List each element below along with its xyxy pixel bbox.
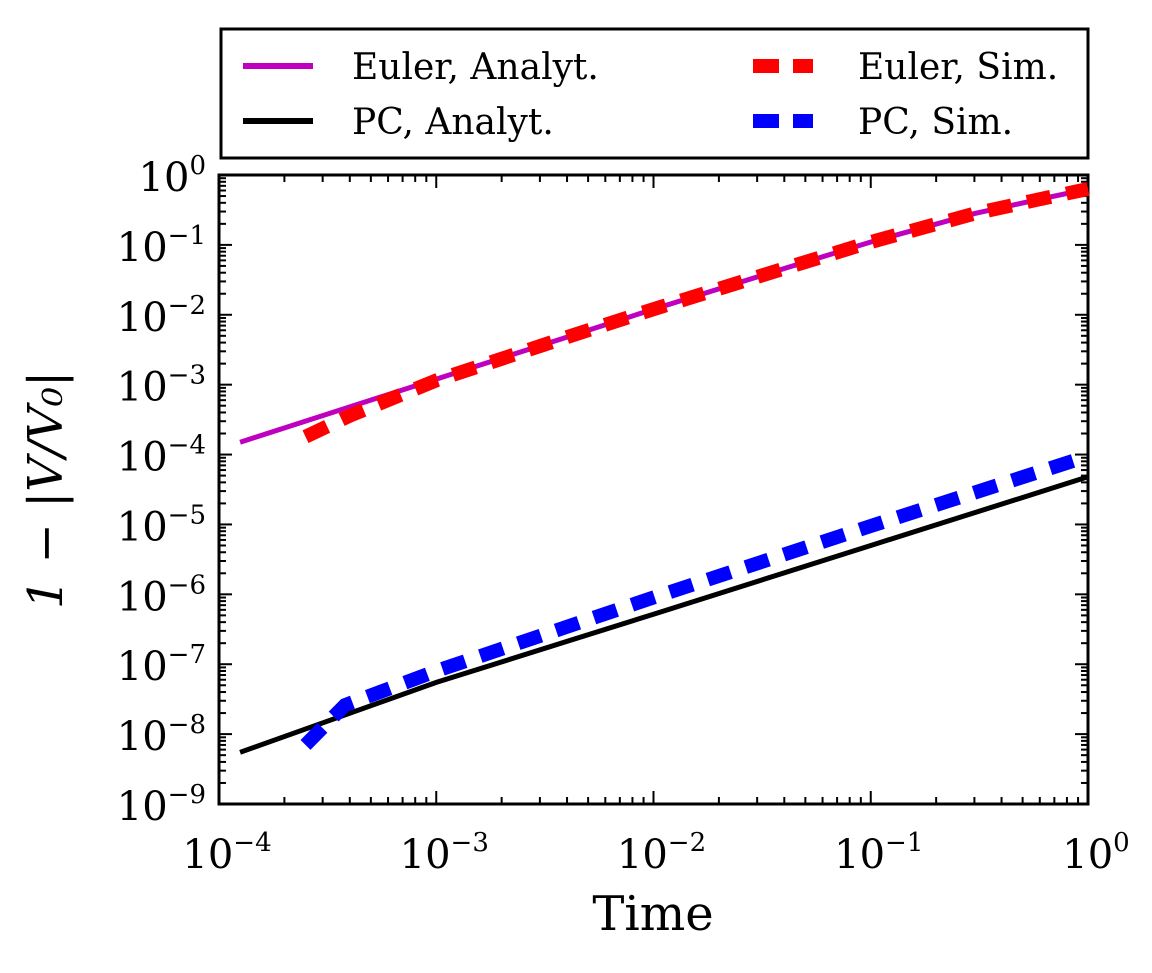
y-tick-label: 10−7 [117,640,206,690]
legend-label-euler-sim: Euler, Sim. [858,47,1058,88]
y-tick-label: 10−1 [117,221,206,271]
y-tick-label: 10−6 [117,570,206,620]
y-tick-label: 10−4 [117,431,206,481]
x-axis-title: Time [592,886,713,942]
y-tick-labels: 100 10−1 10−2 10−3 10−4 10−5 10−6 10−7 10−8 10−9 [117,151,206,830]
axis-ticks [218,174,1089,805]
x-tick-label: 10−4 [182,828,271,878]
y-tick-label: 10−9 [117,780,206,830]
series-line-pc-analyt [239,474,1089,755]
y-axis-title: 1 − |V/V₀| [18,371,74,609]
legend-label-pc-analyt: PC, Analyt. [352,102,554,143]
legend-label-euler-analyt: Euler, Analyt. [352,47,599,88]
x-tick-label: 10−2 [617,828,706,878]
legend-label-pc-sim: PC, Sim. [858,102,1013,143]
y-tick-label: 10−2 [117,291,206,341]
y-tick-label: 10−5 [117,500,206,550]
series-line-pc-sim [300,449,1091,750]
y-tick-label: 100 [139,151,206,201]
legend-frame [219,27,1090,160]
x-tick-label: 10−3 [400,828,489,878]
series-line-euler-sim [302,182,1090,444]
y-tick-label: 10−3 [117,361,206,411]
x-tick-labels: 10−4 10−3 10−2 10−1 100 [182,828,1129,878]
x-tick-label: 10−1 [834,828,923,878]
x-tick-label: 100 [1062,828,1129,878]
y-tick-label: 10−8 [117,710,206,760]
legend: Euler, Analyt. Euler, Sim. PC, Analyt. P… [219,27,1090,160]
series-group [239,182,1091,755]
